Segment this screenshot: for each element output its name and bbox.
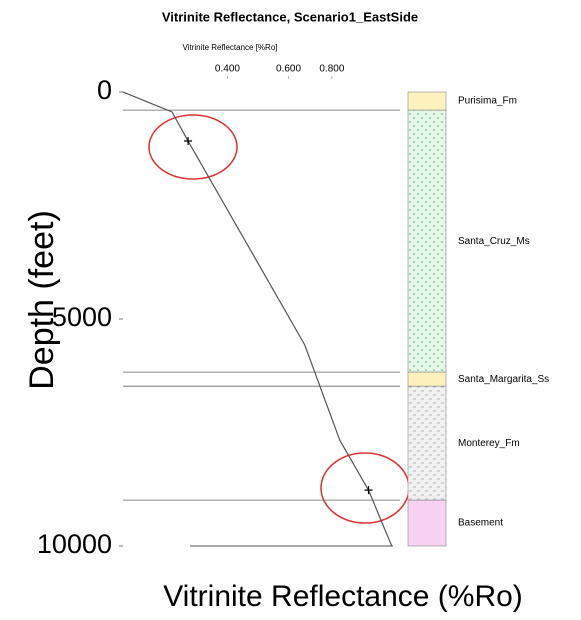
x-axis-label: Vitrinite Reflectance (%Ro) [163,580,523,613]
formation-label: Basement [458,518,503,529]
y-tick-label: 0 [97,75,112,105]
formation-label: Monterey_Fm [458,438,520,449]
formation-label: Purisima_Fm [458,96,517,107]
chart-title: Vitrinite Reflectance, Scenario1_EastSid… [162,9,418,24]
y-tick-label: 5000 [52,302,112,332]
formation-block [407,499,447,547]
formation-block [407,91,447,111]
point-marker [364,486,373,495]
formation-pattern [408,110,446,373]
y-axis-label: Depth (feet) [23,210,61,390]
point-marker [184,137,193,146]
y-tick-label: 10000 [37,529,112,559]
x-tick-label: 0.600 [276,64,301,75]
formation-block [407,371,447,387]
highlight-circle [148,114,238,180]
formation-label: Santa_Cruz_Ms [458,236,530,247]
x-axis-top-label: Vitrinite Reflectance [%Ro] [182,43,277,52]
highlight-circle [320,452,410,524]
formation-label: Santa_Margarita_Ss [458,374,549,385]
x-tick-label: 0.800 [319,64,344,75]
formation-pattern [408,386,446,501]
x-tick-label: 0.400 [215,64,240,75]
line-series [122,91,393,547]
